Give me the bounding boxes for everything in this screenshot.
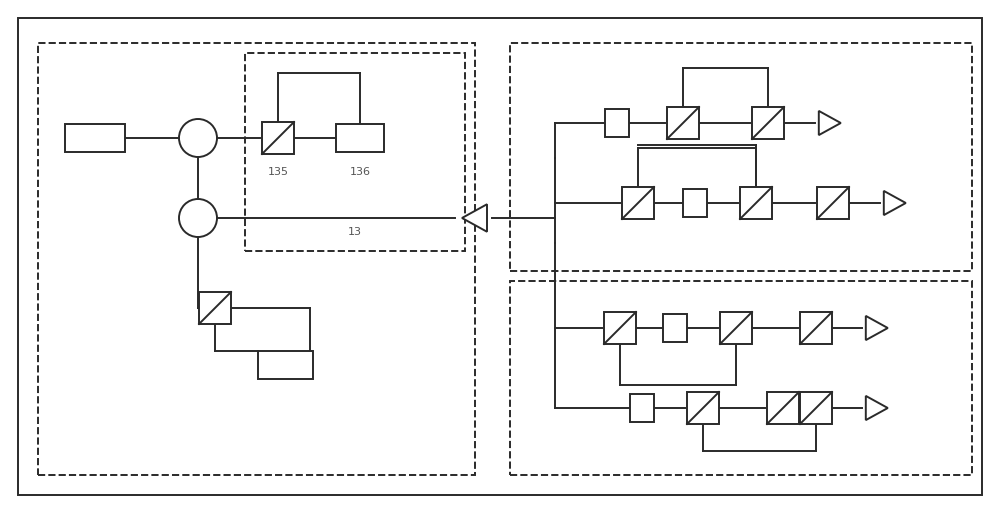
Bar [336,124,384,152]
Bar [258,351,312,379]
Bar [510,281,972,475]
Bar [245,53,465,251]
Bar [687,392,719,424]
Bar [510,43,972,271]
Bar [262,122,294,154]
Circle shape [179,119,217,157]
Circle shape [179,199,217,237]
Polygon shape [866,396,888,420]
Bar [622,187,654,219]
Bar [630,394,654,422]
Bar [667,107,699,139]
Polygon shape [866,316,888,340]
Text: 13: 13 [348,227,362,237]
Polygon shape [819,111,841,135]
Polygon shape [462,204,487,232]
Text: 136: 136 [350,167,370,177]
Bar [817,187,849,219]
Bar [767,392,799,424]
Bar [199,292,231,324]
Bar [683,189,707,217]
Bar [604,312,636,344]
Bar [65,124,125,152]
Polygon shape [884,191,906,215]
Bar [663,314,687,342]
Bar [800,392,832,424]
Bar [605,109,629,137]
Bar [720,312,752,344]
Bar [38,43,475,475]
Bar [752,107,784,139]
Bar [740,187,772,219]
Bar [800,312,832,344]
Text: 135: 135 [268,167,288,177]
